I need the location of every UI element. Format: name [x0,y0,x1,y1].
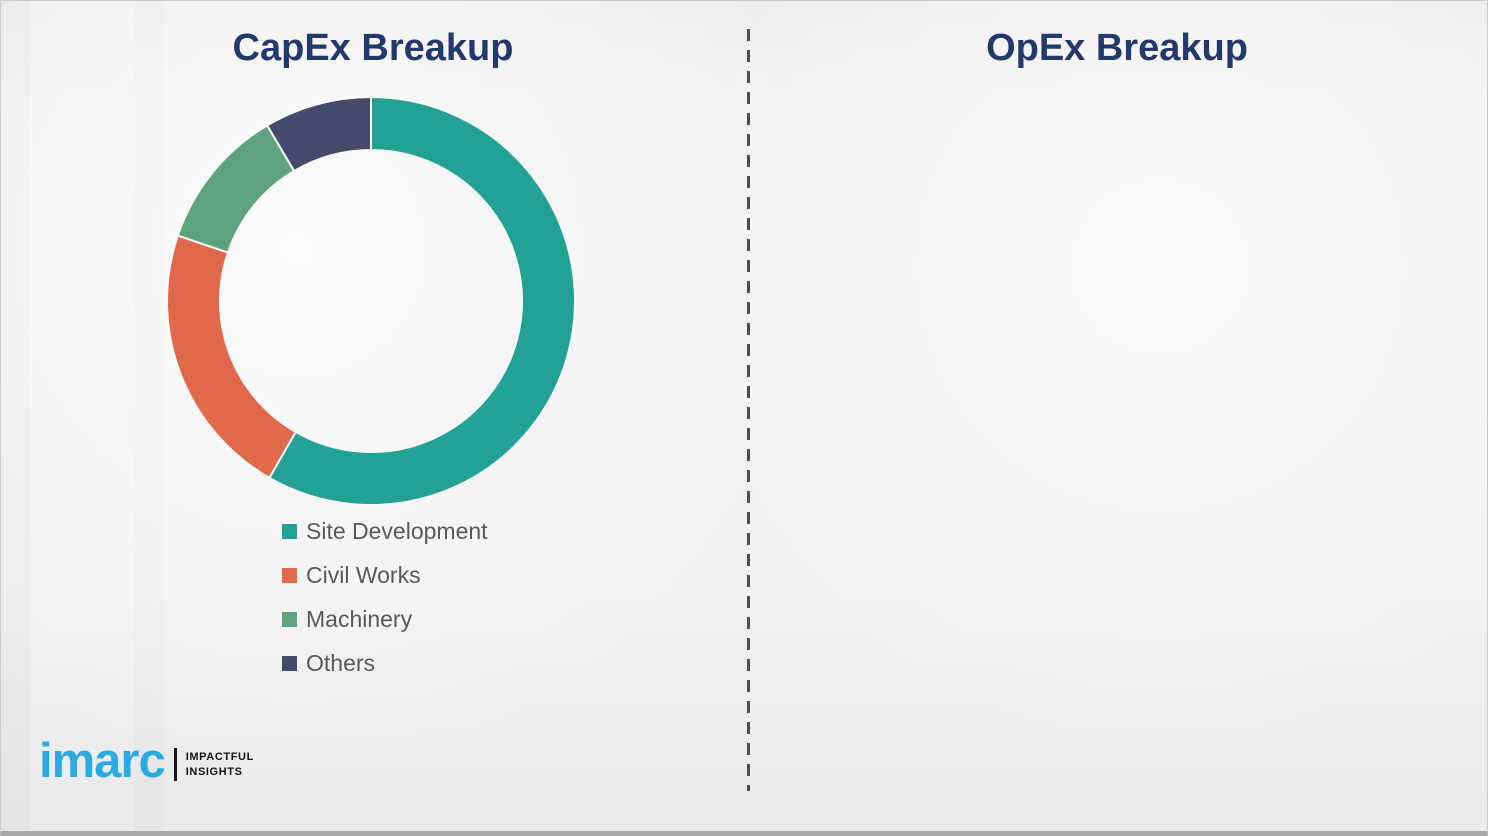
donut-segment-machinery [176,124,296,254]
capex-chart-section: CapEx Breakup Site Development Civil Work… [1,1,745,831]
opex-chart-title: OpEx Breakup [986,27,1248,69]
logo-tagline-line1: IMPACTFUL [185,751,254,764]
donut-segment-civil-works [166,234,298,480]
legend-swatch-icon [282,611,297,627]
opex-chart-section: OpEx Breakup Raw MaterialsSalaries and W… [745,1,1487,831]
logo-tagline: IMPACTFUL INSIGHTS [186,750,254,779]
legend-swatch-icon [282,567,297,583]
legend-label: Civil Works [306,561,421,588]
legend-item-site-development: Site Development [282,516,488,546]
capex-legend: Site Development Civil Works Machinery Othe… [282,516,488,692]
legend-label: Others [306,649,376,676]
logo-tagline-line2: INSIGHTS [185,765,243,778]
legend-swatch-icon [282,523,297,539]
logo-divider-bar [173,748,177,781]
capex-chart-title: CapEx Breakup [232,27,514,69]
legend-item-machinery: Machinery [282,604,488,634]
legend-label: Site Development [306,517,488,544]
dashed-divider [747,29,750,791]
imarc-logo: imarc IMPACTFUL INSIGHTS [39,737,254,786]
donut-segment-others [265,95,372,173]
legend-swatch-icon [282,655,297,671]
legend-item-others: Others [282,648,488,678]
legend-item-civil-works: Civil Works [282,560,488,590]
donut-segment-site-development [268,95,577,506]
imarc-wordmark: imarc [39,734,166,788]
legend-label: Machinery [306,605,413,632]
capex-donut-chart [166,95,577,506]
